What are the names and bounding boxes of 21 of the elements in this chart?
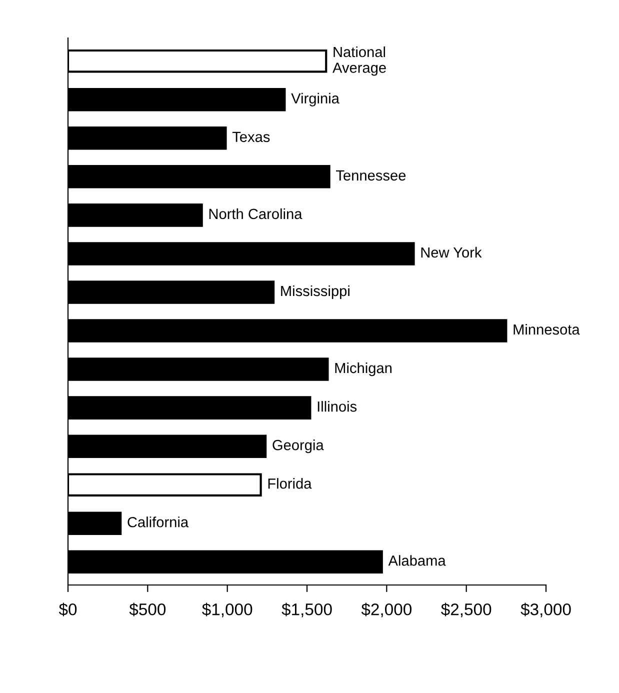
x-tick-label: $3,000 [520, 602, 571, 618]
y-tick-label: Tennessee [336, 170, 406, 181]
x-tick-label: $2,500 [441, 602, 492, 618]
y-tick-label: Minnesota [514, 324, 580, 335]
y-tick-label: New York [421, 246, 482, 258]
y-tick-label: Texas [232, 132, 270, 142]
y-tick-label: Illinois [318, 401, 357, 412]
y-tick-label: Mississippi [281, 285, 350, 300]
y-tick-label: North Carolina [209, 208, 302, 220]
x-tick-label: $2,000 [361, 602, 412, 618]
y-tick-label: Virginia [291, 92, 340, 106]
y-tick-label: Michigan [335, 362, 392, 376]
x-tick-label: $500 [129, 602, 166, 616]
y-tick-label: Florida [268, 478, 312, 489]
y-tick-label: California [128, 516, 189, 528]
x-tick-label: $1,500 [282, 602, 332, 618]
x-tick-label: $0 [58, 602, 77, 616]
x-tick-label: $1,000 [202, 602, 252, 618]
y-tick-label: National Average [332, 46, 386, 76]
y-tick-label: Georgia [272, 440, 324, 454]
y-tick-label: Alabama [388, 555, 446, 566]
